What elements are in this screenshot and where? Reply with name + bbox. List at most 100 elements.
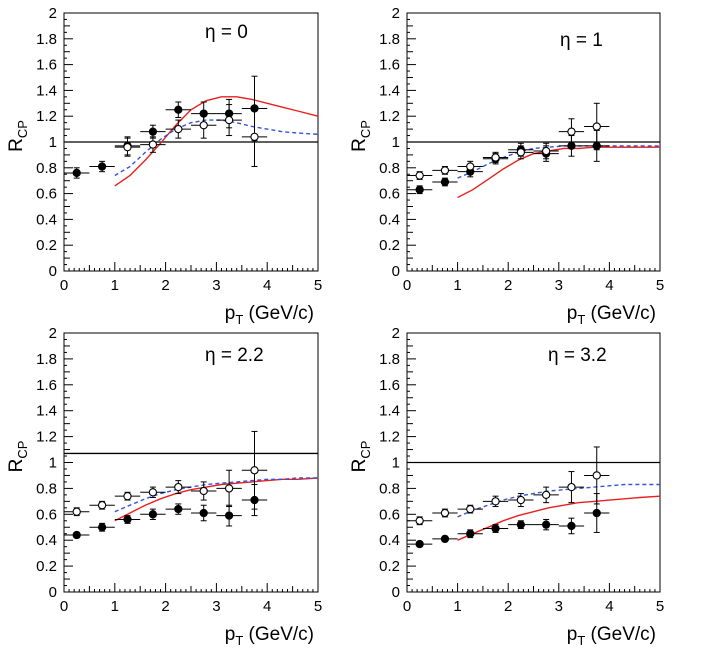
y-tick-label: 1.2 <box>379 429 400 446</box>
y-tick-label: 1 <box>49 455 57 472</box>
data-point-open <box>516 495 525 505</box>
y-tick-label: 0.6 <box>36 186 57 203</box>
y-tick-label: 1 <box>392 134 400 151</box>
data-point-filled <box>466 529 475 538</box>
y-axis-title-sub: CP <box>15 441 30 459</box>
eta-label: η = 1 <box>560 30 603 51</box>
x-tick-label: 0 <box>403 598 411 615</box>
data-point-filled <box>123 515 132 524</box>
x-axis-title-main: p <box>225 624 236 645</box>
data-point-open <box>415 171 424 180</box>
data-point-open <box>491 153 500 162</box>
data-point-open <box>199 121 208 130</box>
x-tick-label: 4 <box>263 598 271 615</box>
x-tick-label: 1 <box>453 598 461 615</box>
x-tick-label: 0 <box>60 277 68 294</box>
x-tick-label: 4 <box>605 598 613 615</box>
y-tick-label: 0.4 <box>379 211 400 228</box>
y-tick-label: 0.2 <box>36 237 57 254</box>
y-tick-label: 1.4 <box>36 82 57 99</box>
x-axis-title: pT (GeV/c) <box>567 624 656 648</box>
x-axis-title-unit: (GeV/c) <box>243 303 314 324</box>
y-tick-label: 1.8 <box>36 351 57 368</box>
data-point-filled <box>516 520 525 529</box>
data-point-open <box>97 501 107 510</box>
data-point-filled <box>440 534 450 544</box>
y-tick-label: 1.4 <box>379 403 400 420</box>
data-point-open <box>440 508 450 518</box>
y-tick-label: 0.4 <box>36 211 57 228</box>
y-axis-title-sub: CP <box>358 120 373 138</box>
y-tick-label: 0.6 <box>379 186 400 203</box>
data-point-filled <box>148 127 158 136</box>
y-tick-label: 1.4 <box>36 403 57 420</box>
x-axis-title-sub: T <box>577 312 585 327</box>
y-tick-label: 0.8 <box>36 480 57 497</box>
plot-frame <box>63 332 319 593</box>
data-point-open <box>174 482 183 492</box>
x-tick-label: 3 <box>212 598 220 615</box>
y-tick-label: 0.8 <box>36 160 57 177</box>
data-point-open <box>123 143 132 152</box>
y-tick-label: 1.6 <box>379 57 400 74</box>
eta-label: η = 0 <box>205 22 248 43</box>
panel-eta-1: 0 1 2 3 4 5 0 0.2 0.4 0.6 0.8 1 1.2 1.4 1.6 1.8 2 η = 1 pT… <box>349 5 664 327</box>
x-tick-label: 2 <box>161 598 169 615</box>
y-tick-label: 1.6 <box>379 377 400 394</box>
y-tick-label: 0.6 <box>36 506 57 523</box>
data-point-open <box>199 486 208 496</box>
data-point-open <box>567 482 576 492</box>
model-curve-dashed <box>457 483 660 518</box>
y-tick-label: 1 <box>392 455 400 472</box>
y-tick-label: 1.6 <box>36 377 57 394</box>
y-tick-label: 1 <box>49 134 57 151</box>
x-tick-label: 1 <box>111 598 119 615</box>
x-axis-title-unit: (GeV/c) <box>243 624 314 645</box>
x-tick-label: 1 <box>111 277 119 294</box>
y-axis-title: RCP <box>349 120 373 152</box>
y-tick-label: 0.2 <box>379 558 400 575</box>
y-tick-label: 0.4 <box>36 532 57 549</box>
y-tick-label: 1.8 <box>379 351 400 368</box>
x-tick-label: 4 <box>605 277 613 294</box>
y-axis-title-main: R <box>6 138 27 152</box>
panel-eta-2-2: 0 1 2 3 4 5 0 0.2 0.4 0.6 0.8 1 1.2 1.4 1.6 1.8 2 η = 2.2… <box>6 325 322 648</box>
data-point-open <box>516 148 525 157</box>
data-point-open <box>466 504 475 514</box>
data-point-open <box>466 162 475 171</box>
y-axis-title-sub: CP <box>15 120 30 138</box>
data-point-open <box>592 471 601 480</box>
x-tick-label: 0 <box>60 598 68 615</box>
model-curve-solid <box>457 146 660 199</box>
eta-label: η = 3.2 <box>548 345 607 366</box>
data-point-filled <box>72 168 81 178</box>
y-tick-label: 1.6 <box>36 57 57 74</box>
x-tick-label: 5 <box>656 598 664 615</box>
model-curve-dashed <box>114 477 318 513</box>
model-curve-solid <box>114 96 319 187</box>
y-tick-label: 0 <box>392 584 400 601</box>
data-point-open <box>224 484 234 493</box>
y-tick-label: 1.8 <box>36 31 57 48</box>
y-tick-label: 2 <box>49 5 57 22</box>
y-axis-title-main: R <box>349 459 370 473</box>
data-point-filled <box>174 504 183 514</box>
y-tick-label: 0.2 <box>36 558 57 575</box>
y-tick-label: 0 <box>49 263 57 280</box>
x-tick-label: 2 <box>161 277 169 294</box>
data-point-open <box>592 122 601 131</box>
y-tick-label: 2 <box>392 325 400 342</box>
x-tick-label: 4 <box>263 277 271 294</box>
data-point-filled <box>415 539 424 549</box>
y-axis-title: RCP <box>6 120 30 152</box>
data-point-filled <box>174 105 183 114</box>
eta-label: η = 2.2 <box>205 345 264 366</box>
data-point-open <box>567 127 576 136</box>
data-point-filled <box>567 521 576 531</box>
x-tick-label: 1 <box>453 277 461 294</box>
y-axis-title-main: R <box>349 138 370 152</box>
data-point-open <box>250 132 259 141</box>
data-point-open <box>542 146 551 156</box>
y-tick-label: 0 <box>49 584 57 601</box>
data-point-open <box>148 140 158 149</box>
